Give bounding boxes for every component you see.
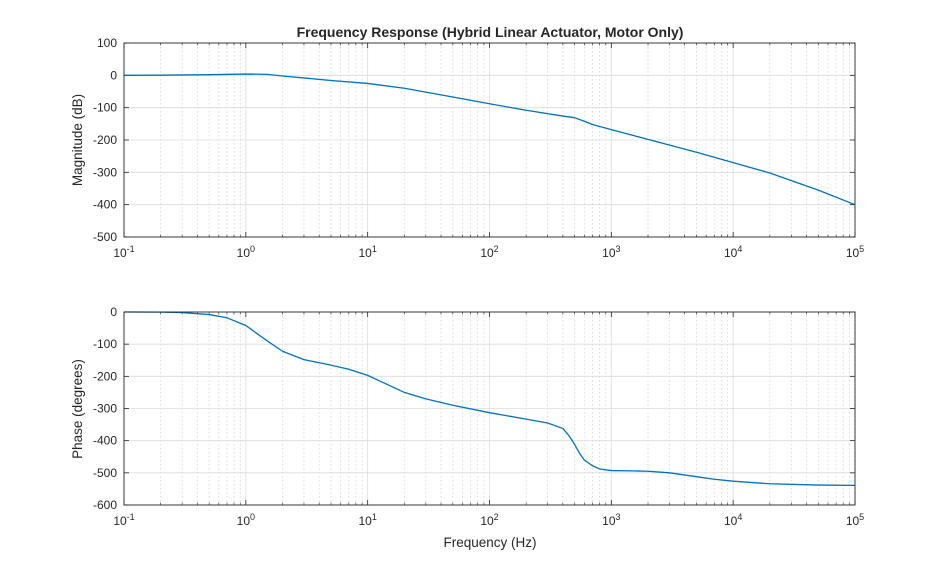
y-tick-label: -200	[93, 133, 117, 147]
x-tick-label: 104	[724, 512, 742, 528]
x-tick-label: 103	[602, 512, 620, 528]
magnitude-series-line	[123, 73, 856, 206]
x-tick-label: 100	[237, 512, 255, 528]
x-tick-label: 105	[846, 512, 864, 528]
x-tick-label: 10-1	[113, 244, 134, 260]
y-tick-label: 0	[110, 305, 117, 319]
x-tick-label: 103	[602, 244, 620, 260]
y-tick-label: -300	[93, 402, 117, 416]
y-tick-label: -200	[93, 369, 117, 383]
phase-series-line	[123, 311, 856, 487]
y-tick-label: -400	[93, 434, 117, 448]
y-tick-label: -600	[93, 498, 117, 512]
y-tick-label: 100	[97, 36, 117, 50]
phase-y-axis-label: Phase (degrees)	[70, 359, 85, 459]
x-tick-label: 100	[237, 244, 255, 260]
axes-frame	[123, 311, 856, 506]
y-tick-label: -500	[93, 230, 117, 244]
y-tick-label: -100	[93, 101, 117, 115]
y-tick-label: -500	[93, 466, 117, 480]
x-tick-label: 10-1	[113, 512, 134, 528]
y-tick-label: 0	[110, 68, 117, 82]
x-tick-label: 102	[480, 244, 498, 260]
y-tick-label: -100	[93, 337, 117, 351]
y-tick-label: -400	[93, 198, 117, 212]
chart-title: Frequency Response (Hybrid Linear Actuat…	[297, 24, 684, 40]
x-tick-label: 101	[358, 512, 376, 528]
magnitude-y-axis-label: Magnitude (dB)	[70, 94, 85, 186]
x-tick-label: 104	[724, 244, 742, 260]
x-tick-label: 102	[480, 512, 498, 528]
y-tick-label: -300	[93, 165, 117, 179]
x-tick-label: 105	[846, 244, 864, 260]
axes-frame	[123, 42, 856, 238]
x-axis-label: Frequency (Hz)	[443, 535, 536, 550]
x-tick-label: 101	[358, 244, 376, 260]
